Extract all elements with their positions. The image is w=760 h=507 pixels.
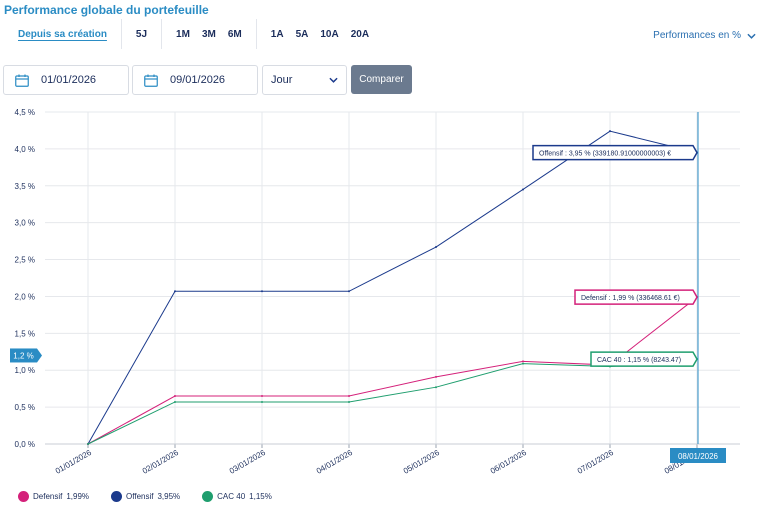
legend-label: Defensif — [33, 492, 63, 501]
crosshair-y-badge — [10, 348, 37, 363]
period-button[interactable]: 20A — [350, 28, 370, 40]
data-point-offensif — [174, 290, 176, 293]
legend-swatch — [111, 491, 123, 502]
legend-label: CAC 40 — [217, 492, 246, 501]
period-group: Depuis sa création — [0, 19, 122, 49]
y-tick-label: 1,0 % — [15, 366, 35, 375]
data-point-cac40 — [435, 386, 437, 389]
tooltip-text-offensif: Offensif : 3,95 % (339180.91000000003) € — [539, 151, 671, 158]
x-tick-label: 03/01/2026 — [228, 448, 268, 476]
y-tick-label: 0,0 % — [15, 440, 35, 449]
x-tick-label: 06/01/2026 — [489, 448, 529, 476]
chart-legend: Defensif 1,99% Offensif 3,95% CAC 40 1,15% — [18, 491, 272, 502]
period-button[interactable]: 6M — [227, 28, 242, 40]
series-line-offensif — [87, 130, 698, 445]
end-date-field[interactable]: 09/01/2026 — [132, 65, 258, 95]
legend-value: 3,95% — [157, 492, 181, 501]
period-button[interactable]: 1A — [270, 28, 284, 40]
page-title: Performance globale du portefeuille — [4, 3, 209, 17]
start-date-value: 01/01/2026 — [41, 74, 97, 86]
y-tick-label: 4,0 % — [15, 145, 35, 154]
x-tick-label: 01/01/2026 — [54, 448, 94, 476]
y-tick-label: 2,5 % — [15, 256, 35, 265]
legend-value: 1,15% — [249, 492, 272, 501]
period-group: 1M 3M 6M — [162, 19, 257, 49]
performance-chart: 0,0 % 0,5 % 1,0 % 1,5 % 2,0 % 2,5 % 3,0 % 3,5 %… — [10, 108, 740, 476]
legend-swatch — [202, 491, 214, 502]
data-point-cac40 — [348, 400, 350, 403]
period-button[interactable]: Depuis sa création — [18, 28, 107, 40]
crosshair-x-badge — [670, 448, 726, 463]
chevron-down-icon — [747, 33, 756, 39]
data-point-offensif — [609, 130, 611, 133]
period-selector: Depuis sa création 5J 1M 3M 6M 1A 5A 10A 20A — [0, 19, 383, 49]
y-tick-label: 3,5 % — [15, 182, 35, 191]
tooltip-offensif — [532, 144, 698, 161]
crosshair-y-arrow — [37, 348, 42, 363]
series-line-cac40 — [87, 358, 698, 445]
y-tick-label: 1,5 % — [15, 329, 35, 338]
data-point-offensif — [261, 290, 263, 293]
y-tick-label: 2,0 % — [15, 292, 35, 301]
x-tick-label: 07/01/2026 — [576, 448, 616, 476]
legend-item-offensif[interactable]: Offensif 3,95% — [111, 491, 180, 502]
data-point-offensif — [522, 188, 524, 191]
end-date-value: 09/01/2026 — [170, 74, 226, 86]
legend-value: 1,99% — [66, 492, 90, 501]
data-point-offensif — [435, 246, 437, 249]
period-button[interactable]: 3M — [201, 28, 216, 40]
legend-label: Offensif — [126, 492, 154, 501]
crosshair-y-label: 1,2 % — [13, 351, 33, 360]
period-group: 1A 5A 10A 20A — [257, 19, 383, 49]
data-point-defensif — [348, 395, 350, 398]
tooltip-text-cac40: CAC 40 : 1,15 % (8243.47) — [597, 357, 681, 364]
legend-swatch — [18, 491, 29, 502]
data-point-cac40 — [174, 400, 176, 403]
data-point-defensif — [174, 395, 176, 398]
tooltip-cac40 — [590, 351, 698, 367]
x-tick-label: 02/01/2026 — [141, 448, 181, 476]
chevron-down-icon — [329, 77, 338, 83]
data-point-defensif — [261, 395, 263, 398]
x-tick-label: 05/01/2026 — [402, 448, 442, 476]
period-button[interactable]: 5A — [295, 28, 309, 40]
data-point-offensif — [348, 290, 350, 293]
y-tick-label: 4,5 % — [15, 108, 35, 117]
period-button[interactable]: 10A — [320, 28, 339, 40]
y-tick-label: 0,5 % — [15, 403, 35, 412]
data-point-cac40 — [87, 443, 89, 445]
legend-item-cac40[interactable]: CAC 40 1,15% — [202, 491, 272, 502]
y-tick-label: 3,0 % — [15, 219, 35, 228]
compare-button[interactable]: Comparer — [351, 65, 412, 94]
x-tick-label: 04/01/2026 — [315, 448, 355, 476]
period-button[interactable]: 5J — [135, 28, 148, 40]
data-point-cac40 — [261, 400, 263, 403]
period-group: 5J — [122, 19, 163, 49]
legend-item-defensif[interactable]: Defensif 1,99% — [18, 491, 89, 502]
data-point-cac40 — [522, 362, 524, 365]
period-button[interactable]: 1M — [176, 28, 190, 40]
data-point-defensif — [522, 360, 524, 363]
granularity-value: Jour — [271, 74, 293, 86]
calendar-icon — [144, 74, 158, 87]
performance-mode-dropdown[interactable]: Performances en % — [653, 30, 756, 41]
crosshair-x-label: 08/01/2026 — [678, 452, 719, 461]
data-point-defensif — [435, 375, 437, 378]
tooltip-defensif — [574, 289, 698, 305]
performance-mode-label: Performances en % — [653, 30, 741, 41]
tooltip-text-defensif: Defensif : 1,99 % (336468.61 €) — [581, 295, 680, 302]
granularity-select[interactable]: Jour — [262, 65, 347, 95]
start-date-field[interactable]: 01/01/2026 — [3, 65, 129, 95]
calendar-icon — [15, 74, 29, 87]
